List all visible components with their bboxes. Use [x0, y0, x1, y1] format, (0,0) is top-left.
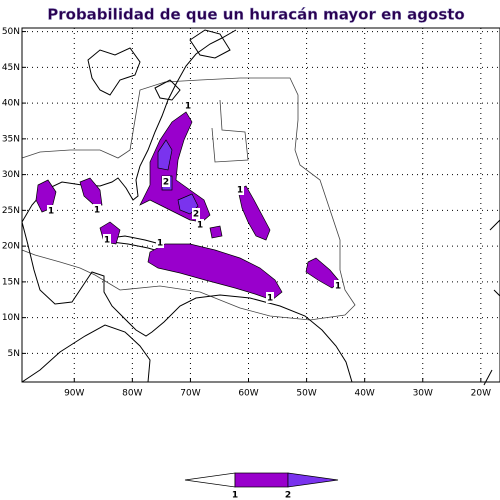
map-title: Probabilidad de que un huracán mayor en … [47, 6, 465, 24]
x-tick-label: 30W [413, 389, 433, 399]
y-tick-label: 10N [2, 313, 20, 323]
contour-label: 1 [237, 186, 243, 196]
x-tick-label: 50W [296, 389, 316, 399]
map-frame [21, 27, 500, 383]
contour-label-bg [192, 208, 200, 219]
contour-label-bg [156, 237, 164, 248]
contour-label: 1 [185, 102, 191, 112]
x-tick-label: 60W [238, 389, 258, 399]
x-tick-label: 80W [122, 389, 142, 399]
y-tick-label: 50N [2, 27, 20, 37]
x-tick-label: 70W [180, 389, 200, 399]
colorbar-label: 2 [285, 491, 291, 500]
contour-label: 2 [193, 210, 199, 220]
contour-label: 1 [267, 294, 273, 304]
y-tick-label: 15N [2, 277, 20, 287]
contour-label: 2 [163, 178, 169, 188]
contour-label-bg [47, 205, 55, 216]
y-tick-label: 30N [2, 170, 20, 180]
y-tick-label: 45N [2, 63, 20, 73]
contour-label: 1 [104, 236, 110, 246]
x-tick-label: 90W [64, 389, 84, 399]
contour-label-bg [162, 176, 170, 187]
y-tick-label: 20N [2, 242, 20, 252]
colorbar-label: 1 [232, 491, 238, 500]
contour-label-bg [236, 184, 244, 195]
x-tick-label: 40W [354, 389, 374, 399]
colorbar [184, 472, 339, 488]
contour-label: 1 [94, 206, 100, 216]
y-tick-label: 25N [2, 206, 20, 216]
region-outline [21, 77, 356, 321]
probability-areas [35, 111, 341, 301]
y-tick-label: 5N [8, 349, 20, 359]
y-tick-label: 35N [2, 134, 20, 144]
contour-label: 1 [335, 282, 341, 292]
contour-label-bg [103, 234, 111, 245]
contour-label: 1 [157, 239, 163, 249]
contour-label-bg [196, 219, 204, 230]
y-tick-label: 40N [2, 99, 20, 109]
contour-label-bg [266, 292, 274, 303]
contour-label-bg [93, 204, 101, 215]
contour-label: 1 [197, 221, 203, 231]
grid [22, 28, 500, 382]
contour-label: 1 [48, 207, 54, 217]
contour-label-bg [184, 100, 192, 111]
contour-label-bg [334, 280, 342, 291]
x-tick-label: 20W [471, 389, 491, 399]
